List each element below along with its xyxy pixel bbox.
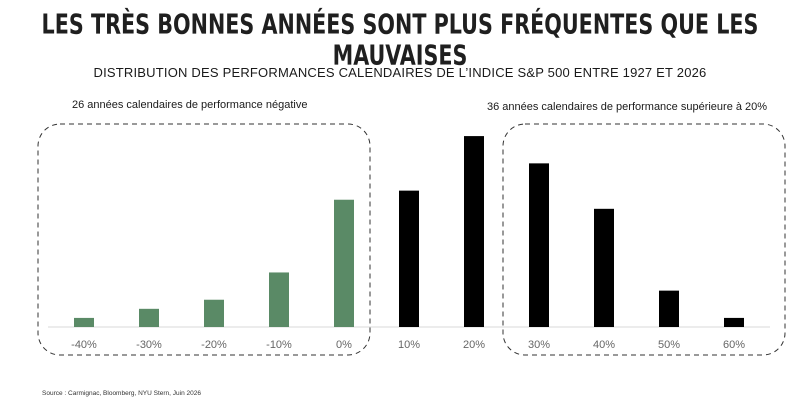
above-20-annotation: 36 années calendaires de performance sup…	[487, 101, 768, 113]
x-tick-label: -10%	[266, 339, 292, 351]
negative-years-annotation: 26 années calendaires de performance nég…	[72, 99, 308, 111]
x-tick-label: -40%	[71, 339, 97, 351]
x-tick-label: 30%	[528, 339, 550, 351]
bar-60pct	[724, 317, 744, 327]
bar--10pct	[269, 272, 289, 327]
bar-30pct	[529, 163, 549, 327]
x-tick-label: 40%	[593, 339, 615, 351]
negative-years-frame	[37, 123, 371, 356]
x-tick-label: 60%	[723, 339, 745, 351]
bar-0pct	[334, 199, 354, 327]
x-tick-label: -30%	[136, 339, 162, 351]
x-tick-label: -20%	[201, 339, 227, 351]
x-tick-label: 50%	[658, 339, 680, 351]
chart-title: LES TRÈS BONNES ANNÉES SONT PLUS FRÉQUEN…	[41, 10, 759, 72]
bar-40pct	[594, 208, 614, 327]
bar--20pct	[204, 299, 224, 327]
bar-50pct	[659, 290, 679, 327]
bar--30pct	[139, 308, 159, 327]
x-tick-label: 10%	[398, 339, 420, 351]
x-tick-label: 0%	[336, 339, 352, 351]
source-note: Source : Carmignac, Bloomberg, NYU Stern…	[42, 390, 201, 397]
chart-subtitle: DISTRIBUTION DES PERFORMANCES CALENDAIRE…	[93, 65, 707, 80]
bar-10pct	[399, 190, 419, 327]
bar--40pct	[74, 317, 94, 327]
above-20-years-frame	[502, 123, 786, 356]
bar-20pct	[464, 136, 484, 327]
x-tick-label: 20%	[463, 339, 485, 351]
